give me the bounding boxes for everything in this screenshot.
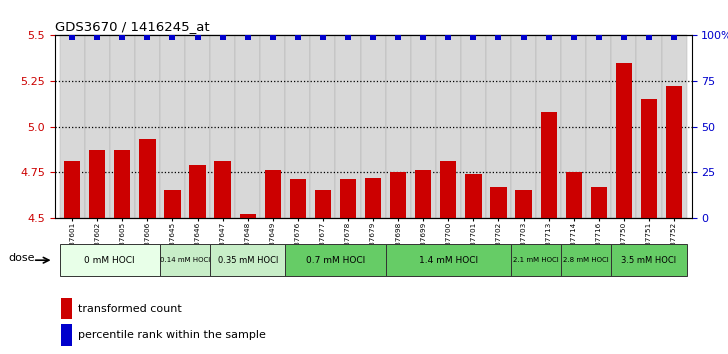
Bar (515, 190, 531, 218)
Bar (666, 86, 682, 218)
Text: 3.5 mM HOCl: 3.5 mM HOCl (622, 256, 676, 265)
Point (392, 34, 404, 40)
Bar (340, 179, 356, 218)
Bar (440, 161, 456, 218)
FancyBboxPatch shape (336, 35, 360, 218)
Point (467, 34, 479, 40)
Bar (590, 187, 607, 218)
Bar (365, 178, 381, 218)
FancyBboxPatch shape (536, 35, 561, 218)
Bar (240, 214, 256, 218)
Bar (114, 150, 130, 218)
FancyBboxPatch shape (60, 244, 160, 276)
FancyBboxPatch shape (360, 35, 386, 218)
Bar (165, 190, 181, 218)
Point (317, 34, 329, 40)
Bar (64, 161, 80, 218)
Point (217, 34, 229, 40)
Bar (139, 139, 156, 218)
Point (518, 34, 529, 40)
FancyBboxPatch shape (511, 35, 536, 218)
FancyBboxPatch shape (612, 244, 687, 276)
Point (242, 34, 253, 40)
Text: GDS3670 / 1416245_at: GDS3670 / 1416245_at (55, 20, 209, 33)
FancyBboxPatch shape (160, 244, 210, 276)
Bar (215, 161, 231, 218)
Bar (616, 63, 632, 218)
Bar (390, 172, 406, 218)
FancyBboxPatch shape (561, 244, 612, 276)
FancyBboxPatch shape (60, 35, 84, 218)
Point (167, 34, 178, 40)
FancyBboxPatch shape (135, 35, 160, 218)
Text: 1.4 mM HOCl: 1.4 mM HOCl (419, 256, 478, 265)
Text: percentile rank within the sample: percentile rank within the sample (77, 330, 266, 340)
FancyBboxPatch shape (84, 35, 110, 218)
Point (342, 34, 354, 40)
Bar (314, 190, 331, 218)
Point (368, 34, 379, 40)
Bar (290, 179, 306, 218)
FancyBboxPatch shape (612, 35, 636, 218)
Point (292, 34, 304, 40)
Point (66, 34, 78, 40)
Bar (61, 298, 72, 319)
Bar (491, 187, 507, 218)
Bar (465, 174, 481, 218)
FancyBboxPatch shape (386, 244, 511, 276)
FancyBboxPatch shape (285, 244, 386, 276)
FancyBboxPatch shape (185, 35, 210, 218)
FancyBboxPatch shape (235, 35, 260, 218)
FancyBboxPatch shape (110, 35, 135, 218)
Bar (265, 170, 281, 218)
Text: 0.35 mM HOCl: 0.35 mM HOCl (218, 256, 278, 265)
Point (593, 34, 605, 40)
Point (618, 34, 630, 40)
FancyBboxPatch shape (285, 35, 310, 218)
FancyBboxPatch shape (486, 35, 511, 218)
FancyBboxPatch shape (210, 244, 285, 276)
FancyBboxPatch shape (310, 35, 336, 218)
Bar (566, 172, 582, 218)
FancyBboxPatch shape (511, 244, 561, 276)
Bar (415, 170, 432, 218)
Point (493, 34, 505, 40)
FancyBboxPatch shape (260, 35, 285, 218)
Text: 0.14 mM HOCl: 0.14 mM HOCl (160, 257, 210, 263)
Point (443, 34, 454, 40)
FancyBboxPatch shape (436, 35, 461, 218)
FancyBboxPatch shape (461, 35, 486, 218)
Point (543, 34, 555, 40)
FancyBboxPatch shape (160, 35, 185, 218)
Bar (641, 99, 657, 218)
Text: 2.1 mM HOCl: 2.1 mM HOCl (513, 257, 559, 263)
FancyBboxPatch shape (411, 35, 436, 218)
Bar (189, 165, 206, 218)
Text: 2.8 mM HOCl: 2.8 mM HOCl (563, 257, 609, 263)
Point (668, 34, 680, 40)
Point (141, 34, 153, 40)
Bar (89, 150, 106, 218)
Text: dose: dose (8, 253, 35, 263)
Bar (540, 112, 557, 218)
Text: 0.7 mM HOCl: 0.7 mM HOCl (306, 256, 365, 265)
FancyBboxPatch shape (210, 35, 235, 218)
FancyBboxPatch shape (561, 35, 586, 218)
Text: transformed count: transformed count (77, 303, 181, 314)
FancyBboxPatch shape (662, 35, 687, 218)
Text: 0 mM HOCl: 0 mM HOCl (84, 256, 135, 265)
Point (116, 34, 128, 40)
Point (643, 34, 654, 40)
FancyBboxPatch shape (586, 35, 612, 218)
Point (267, 34, 279, 40)
FancyBboxPatch shape (636, 35, 662, 218)
Point (417, 34, 429, 40)
Point (191, 34, 203, 40)
Point (92, 34, 103, 40)
FancyBboxPatch shape (386, 35, 411, 218)
Bar (61, 324, 72, 346)
Point (568, 34, 579, 40)
